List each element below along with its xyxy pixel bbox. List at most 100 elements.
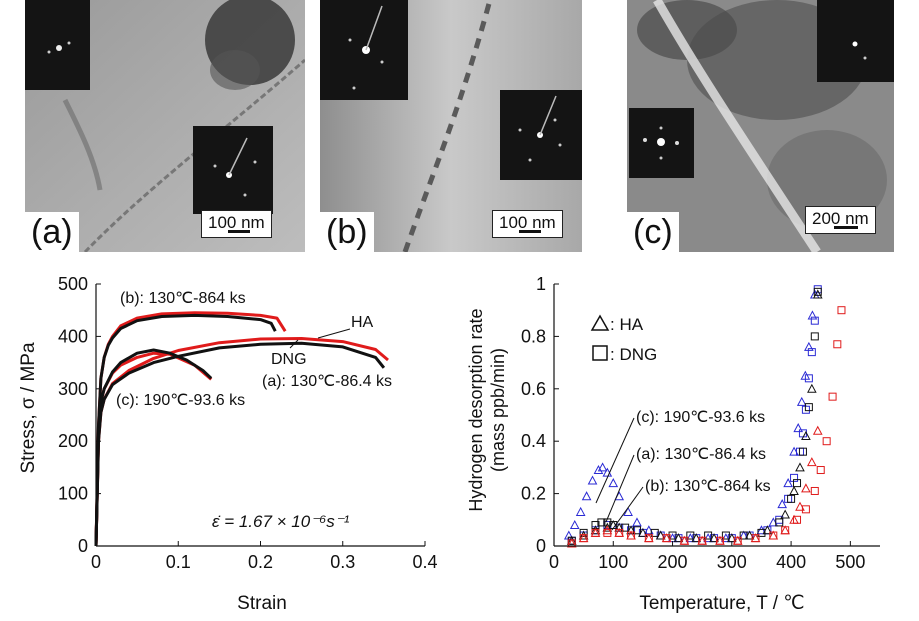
desorption-point-a-dng	[579, 528, 588, 537]
legend-ha-label: : HA	[610, 315, 644, 334]
annotation-b-130c: (b): 130℃-864 ks	[645, 478, 771, 495]
annotation-c-190c-93ks: (c): 190℃-93.6 ks	[116, 392, 245, 409]
stress-y-tick-label: 0	[78, 536, 88, 556]
annotation-a-130c: (a): 130℃-86.4 ks	[636, 446, 766, 463]
desorption-y-tick-label: 0.8	[521, 326, 546, 346]
temperature-x-tick-label: 0	[549, 552, 559, 572]
annotation-dng: DNG	[271, 351, 307, 368]
stress-curve-dng-0	[94, 313, 277, 547]
desorption-point-a-ha	[789, 485, 799, 495]
desorption-point-b-ha	[780, 525, 790, 535]
desorption-point-c-ha	[777, 499, 788, 509]
desorption-point-a-dng	[757, 528, 766, 537]
desorption-point-a-dng	[798, 447, 807, 456]
desorption-point-a-dng	[686, 531, 695, 540]
desorption-point-b-dng	[801, 505, 810, 514]
micrograph-b: (b) 100 nm	[320, 0, 582, 252]
stress-strain-chart: 0 100 200 300 400 500 0 0.1 0.2 0.3 0.4 Stress, σ …	[0, 260, 460, 616]
desorption-point-a-dng	[739, 531, 748, 540]
desorption-point-b-dng	[733, 536, 742, 545]
micrograph-a-scalebar: 100 nm	[201, 210, 272, 238]
strain-x-tick-label: 0	[91, 552, 101, 572]
desorption-point-a-ha	[812, 289, 823, 299]
leader-c	[595, 417, 635, 504]
desorption-point-b-dng	[644, 534, 653, 543]
desorption-point-a-dng	[775, 518, 784, 527]
desorption-point-a-ha	[807, 383, 817, 393]
annotation-b-130c-864ks: (b): 130℃-864 ks	[120, 290, 246, 307]
temperature-x-tick-label: 500	[835, 552, 865, 572]
desorption-point-a-dng	[787, 494, 796, 503]
desorption-y-tick-label: 1	[536, 274, 546, 294]
leader-b	[611, 486, 644, 531]
strain-x-tick-label: 0.4	[412, 552, 437, 572]
desorption-y-tick-label: 0.6	[521, 379, 546, 399]
desorption-point-b-ha	[807, 457, 817, 467]
desorption-point-b-dng	[567, 539, 576, 548]
desorption-axis-label-line1: Hydrogen desorption rate	[466, 308, 486, 511]
temperature-x-tick-label: 300	[717, 552, 747, 572]
stress-y-tick-label: 500	[58, 274, 88, 294]
legend-square-marker	[592, 345, 608, 361]
micrograph-a-image	[25, 0, 305, 252]
desorption-point-b-dng	[627, 531, 636, 540]
stress-curve-dng-2	[94, 341, 386, 547]
legend-dng-label: : DNG	[610, 345, 657, 364]
desorption-point-a-dng	[804, 403, 813, 412]
desorption-point-c-ha	[623, 506, 633, 516]
desorption-point-a-dng	[704, 531, 713, 540]
desorption-point-a-dng	[650, 528, 659, 537]
annotation-ha: HA	[351, 314, 374, 331]
micrograph-b-label: (b)	[320, 212, 374, 252]
desorption-point-a-ha	[578, 530, 589, 540]
desorption-point-c-ha	[575, 506, 586, 516]
micrograph-c-label: (c)	[627, 212, 679, 252]
desorption-point-a-dng	[793, 479, 802, 488]
desorption-point-c-dng	[801, 405, 810, 414]
desorption-legend: : HA : DNG	[590, 314, 657, 364]
stress-axis-label: Stress, σ / MPa	[18, 342, 39, 473]
stress-y-tick-label: 300	[58, 379, 88, 399]
temperature-x-tick-label: 100	[598, 552, 628, 572]
micrograph-a-scale-text: 100 nm	[208, 213, 265, 232]
desorption-point-c-dng	[784, 494, 793, 503]
desorption-point-b-dng	[781, 526, 790, 535]
desorption-point-c-dng	[810, 316, 819, 325]
stress-y-tick-label: 200	[58, 431, 88, 451]
desorption-point-b-dng	[751, 534, 760, 543]
micrograph-b-scale-text: 100 nm	[499, 213, 556, 232]
legend-triangle-marker	[590, 314, 610, 331]
desorption-point-c-ha	[796, 396, 807, 406]
annotation-c-190c: (c): 190℃-93.6 ks	[636, 409, 765, 426]
desorption-point-c-ha	[632, 517, 642, 527]
desorption-point-b-dng	[833, 340, 842, 349]
micrograph-b-scale-bar	[519, 230, 541, 233]
desorption-point-b-ha	[578, 533, 589, 543]
desorption-point-b-dng	[603, 528, 612, 537]
desorption-point-a-dng	[668, 531, 677, 540]
desorption-point-b-ha	[812, 425, 823, 435]
desorption-point-b-dng	[769, 531, 778, 540]
stress-y-tick-label: 100	[58, 484, 88, 504]
desorption-point-b-dng	[837, 306, 846, 315]
desorption-point-b-dng	[715, 536, 724, 545]
desorption-point-a-dng	[621, 523, 630, 532]
temperature-x-tick-label: 400	[776, 552, 806, 572]
micrograph-a: (a) 100 nm	[25, 0, 305, 252]
desorption-point-a-ha	[801, 430, 811, 440]
desorption-point-a-ha	[590, 525, 601, 535]
stress-y-tick-label: 400	[58, 326, 88, 346]
desorption-point-c-ha	[569, 519, 580, 530]
desorption-point-c-ha	[608, 478, 619, 488]
hydrogen-desorption-chart: 0 0.2 0.4 0.6 0.8 1 0 100 200 300 400 500 Hydrogen …	[460, 260, 919, 616]
micrograph-c: (c) 200 nm	[627, 0, 894, 252]
desorption-point-a-ha	[780, 509, 790, 519]
desorption-axis-label-line2: (mass ppb/min)	[488, 348, 508, 472]
strain-axis-label: Strain	[237, 593, 287, 614]
hydrogen-desorption-chart-svg: 0 0.2 0.4 0.6 0.8 1 0 100 200 300 400 500 Hydrogen …	[466, 274, 880, 614]
strain-x-tick-label: 0.1	[166, 552, 191, 572]
desorption-point-c-ha	[563, 530, 574, 540]
desorption-point-b-ha	[602, 525, 613, 535]
micrograph-a-label: (a)	[25, 212, 79, 252]
desorption-point-b-dng	[810, 486, 819, 495]
